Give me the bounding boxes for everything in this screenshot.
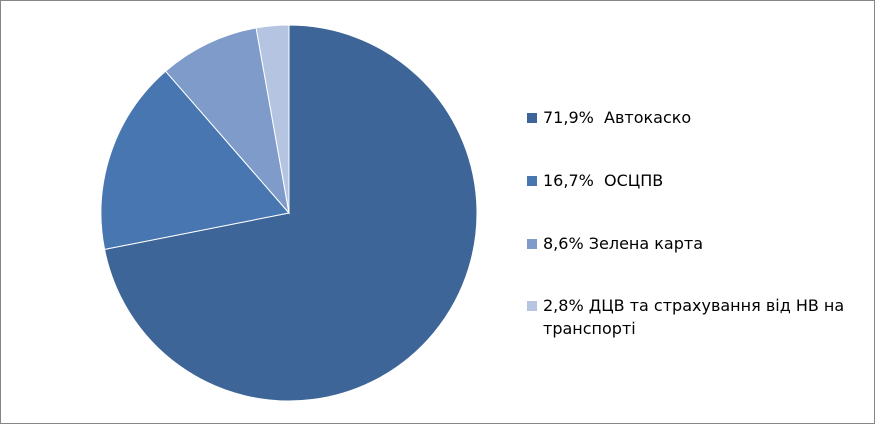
- legend-swatch: [527, 176, 537, 186]
- pie-slice: [164, 27, 290, 215]
- legend-label: 8,6% Зелена карта: [543, 234, 704, 253]
- legend-entry: 71,9% Автокаско: [527, 106, 857, 129]
- legend-entry: 8,6% Зелена карта: [527, 232, 857, 255]
- pie-slice: [100, 70, 290, 250]
- legend-label: 16,7% ОСЦПВ: [543, 171, 664, 190]
- legend-label: 71,9% Автокаско: [543, 108, 692, 127]
- legend-swatch: [527, 301, 537, 311]
- legend-entry: 2,8% ДЦВ та страхування від НВ на трансп…: [527, 294, 857, 340]
- legend-label: 2,8% ДЦВ та страхування від НВ на трансп…: [543, 296, 850, 338]
- legend-swatch: [527, 113, 537, 123]
- legend-swatch: [527, 239, 537, 249]
- pie-slice: [255, 24, 290, 214]
- pie-slice: [103, 24, 478, 402]
- legend-entry: 16,7% ОСЦПВ: [527, 169, 857, 192]
